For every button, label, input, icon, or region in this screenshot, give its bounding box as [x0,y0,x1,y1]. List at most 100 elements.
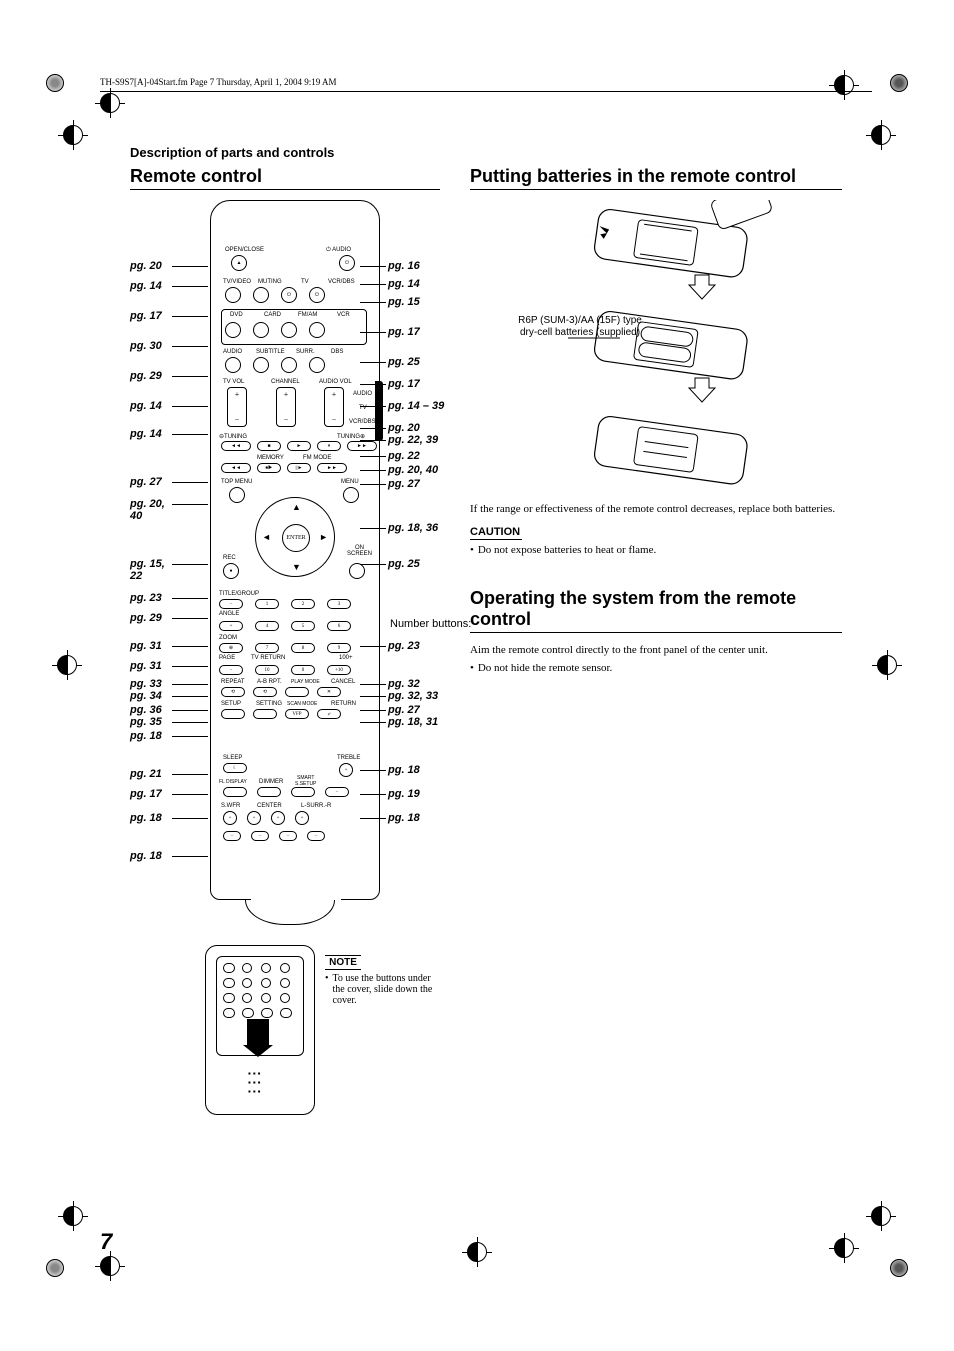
btn-0[interactable]: 0 [291,665,315,675]
btn-dbs[interactable] [309,357,325,373]
pg-ref-right: pg. 18, 31 [388,716,438,728]
btn-fldisplay[interactable] [223,787,247,797]
btn-menu[interactable] [343,487,359,503]
btn-muting[interactable] [253,287,269,303]
leader-line [172,564,208,565]
crosshair-bl [95,1251,125,1281]
btn-fmam[interactable] [281,322,297,338]
rocker-channel[interactable]: +− [276,387,296,427]
btn-plus10[interactable]: +10 [327,665,351,675]
btn-pause2[interactable]: ⏸ [317,441,341,451]
btn-lsurr-up[interactable]: + [271,811,285,825]
btn-abrpt[interactable]: ⟲ [253,687,277,697]
dpad-ring[interactable]: ▲ ▼ ◄ ► ENTER [255,497,335,577]
rocker-tvvol[interactable]: +− [227,387,247,427]
pg-ref-right: pg. 17 [388,378,420,390]
pg-ref-left: pg. 29 [130,612,162,624]
btn-center-dn[interactable]: − [251,831,269,841]
btn-sleep[interactable]: ☾ [223,763,247,773]
btn-setup[interactable] [221,709,245,719]
btn-dvd[interactable] [225,322,241,338]
reg-dot-tl [46,74,64,92]
btn-setting[interactable] [253,709,277,719]
operating-title: Operating the system from the remote con… [470,588,842,633]
btn-surr[interactable] [281,357,297,373]
btn-center-up[interactable]: + [247,811,261,825]
btn-2[interactable]: 2 [291,599,315,609]
leader-line [360,284,386,285]
btn-subtitle[interactable] [253,357,269,373]
btn-lsurr-dn[interactable]: − [279,831,297,841]
btn-5[interactable]: 5 [291,621,315,631]
lbl-abrpt: A-B RPT. [257,679,282,685]
btn-6[interactable]: 6 [327,621,351,631]
slide-tab[interactable] [375,381,383,441]
btn-ff[interactable]: ►► [317,463,347,473]
btn-rsurr-dn[interactable]: − [307,831,325,841]
btn-treble-up[interactable]: + [339,763,353,777]
leader-line [360,684,386,685]
lbl-tvvideo: TV/VIDEO [223,279,251,285]
btn-smartsetup[interactable] [291,787,315,797]
btn-1[interactable]: 1 [255,599,279,609]
btn-return[interactable]: ⤶ [317,709,341,719]
btn-tv-pwr[interactable]: ⏻ [281,287,297,303]
btn-4[interactable]: 4 [255,621,279,631]
btn-8[interactable]: 8 [291,643,315,653]
leader-line [172,774,208,775]
btn-rsurr-up[interactable]: + [295,811,309,825]
pg-ref-left: pg. 21 [130,768,162,780]
btn-cancel[interactable]: ✕ [317,687,341,697]
btn-page[interactable]: − [219,665,243,675]
btn-tvvideo[interactable] [225,287,241,303]
btn-vfp[interactable]: VFP [285,709,309,719]
pg-ref-left: pg. 30 [130,340,162,352]
btn-memory[interactable]: ⏹▶ [257,463,281,473]
pg-ref-right: pg. 16 [388,260,420,272]
btn-9[interactable]: 9 [327,643,351,653]
pg-ref-right: pg. 22 [388,450,420,462]
btn-audio2[interactable] [225,357,241,373]
pg-ref-left: pg. 18 [130,812,162,824]
rocker-audiovol[interactable]: +− [324,387,344,427]
lbl-tvvol: TV VOL [223,379,244,385]
btn-prev[interactable]: ◄◄ [221,441,251,451]
lbl-audio2: AUDIO [223,349,242,355]
btn-rec[interactable]: ● [223,563,239,579]
btn-vcr[interactable] [309,322,325,338]
btn-enter[interactable]: ENTER [282,524,310,552]
btn-playmode[interactable] [285,687,309,697]
btn-fmmode[interactable]: ||► [287,463,311,473]
leader-line [172,266,208,267]
btn-10[interactable]: 10 [255,665,279,675]
btn-card[interactable] [253,322,269,338]
btn-play[interactable]: ► [287,441,311,451]
btn-next[interactable]: ►► [347,441,377,451]
btn-openclose[interactable]: ▲ [231,255,247,271]
leader-line [360,456,386,457]
btn-zoom[interactable]: ⊕ [219,643,243,653]
btn-angle[interactable]: + [219,621,243,631]
btn-stop[interactable]: ■ [257,441,281,451]
btn-treble-dn[interactable]: − [325,787,349,797]
btn-titlegroup[interactable]: − [219,599,243,609]
pg-ref-right: pg. 27 [388,704,420,716]
btn-3[interactable]: 3 [327,599,351,609]
btn-vcrdbs-pwr[interactable]: ⏻ [309,287,325,303]
btn-rew[interactable]: ◄◄ [221,463,251,473]
lbl-tuning-r: TUNING⊕ [337,433,365,440]
btn-audio-power[interactable]: ⏻ [339,255,355,271]
lbl-treble: TREBLE [337,755,360,761]
btn-7[interactable]: 7 [255,643,279,653]
btn-swfr-dn[interactable]: − [223,831,241,841]
pg-ref-right: pg. 18 [388,812,420,824]
btn-repeat[interactable]: ⟲ [221,687,245,697]
btn-dimmer[interactable] [257,787,281,797]
btn-topmenu[interactable] [229,487,245,503]
btn-onscreen[interactable] [349,563,365,579]
leader-line [360,646,386,647]
lbl-rec: REC [223,555,236,561]
pg-ref-left: pg. 23 [130,592,162,604]
btn-swfr-up[interactable]: + [223,811,237,825]
leader-line [172,818,208,819]
